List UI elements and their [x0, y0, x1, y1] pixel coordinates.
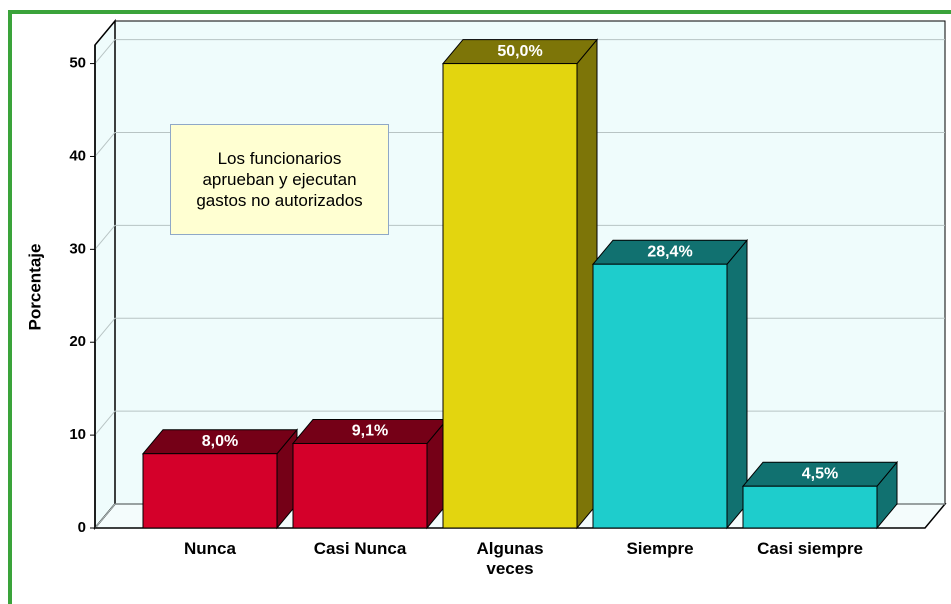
y-tick-label: 10: [69, 426, 86, 443]
bar-front: [592, 263, 728, 529]
value-label: 28,4%: [647, 243, 692, 260]
y-tick-label: 30: [69, 240, 86, 257]
value-label: 8,0%: [202, 433, 238, 450]
x-tick-label: Algunas veces: [476, 539, 544, 578]
y-tick-label: 40: [69, 147, 86, 164]
x-tick-label: Siempre: [626, 539, 694, 558]
bar-front: [292, 442, 428, 529]
bar: [141, 428, 299, 530]
bar: [591, 238, 749, 530]
value-label: 50,0%: [497, 43, 542, 60]
y-axis-label: Porcentaje: [25, 244, 44, 331]
x-tick-label: Casi Nunca: [313, 539, 407, 558]
value-label: 4,5%: [802, 465, 838, 482]
y-tick-label: 20: [69, 333, 86, 350]
annotation-line: gastos no autorizados: [196, 191, 363, 210]
grid-line: [94, 39, 945, 64]
bar-front: [442, 63, 578, 529]
annotation-line: aprueban y ejecutan: [202, 170, 357, 189]
y-tick-label: 0: [78, 519, 86, 536]
bar: [291, 418, 449, 530]
x-tick-label: Casi siempre: [757, 539, 863, 558]
bar: [441, 38, 599, 530]
value-label: 9,1%: [352, 423, 388, 440]
x-tick-label: Nunca: [184, 539, 236, 558]
annotation-box: Los funcionarios aprueban y ejecutan gasto…: [170, 124, 389, 235]
bar-front: [742, 485, 878, 529]
grid-line: [94, 224, 945, 250]
y-tick-label: 50: [69, 55, 86, 72]
annotation-line: Los funcionarios: [217, 149, 342, 168]
border: [8, 10, 951, 604]
bar: [741, 460, 899, 530]
bar-front: [142, 453, 278, 529]
left-wall: [94, 18, 116, 531]
grid-line: [94, 131, 945, 157]
